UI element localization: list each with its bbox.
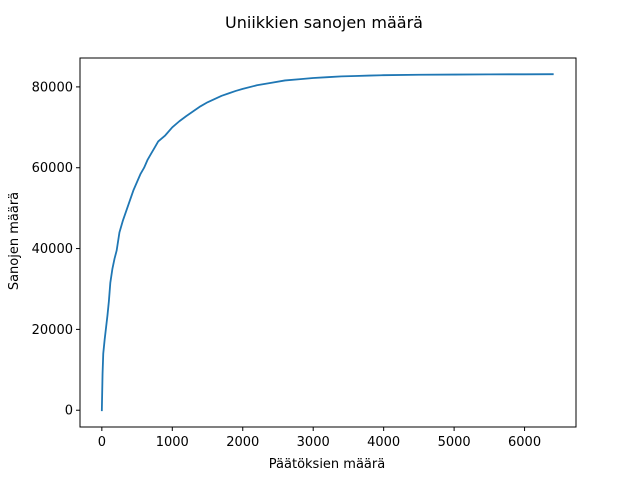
y-tick-label: 80000	[32, 80, 73, 95]
x-tick-label: 3000	[297, 435, 330, 450]
y-tick-label: 0	[65, 404, 73, 419]
series-line-0	[100, 73, 554, 412]
x-tick-label: 0	[98, 435, 106, 450]
axes-frame	[79, 57, 577, 428]
x-axis-label: Päätöksien määrä	[269, 457, 385, 472]
x-tick-label: 4000	[367, 435, 400, 450]
x-tick-label: 2000	[226, 435, 259, 450]
x-tick-label: 6000	[508, 435, 541, 450]
x-tick-label: 5000	[438, 435, 471, 450]
y-axis-label: Sanojen määrä	[7, 192, 22, 290]
y-tick-label: 40000	[32, 242, 73, 257]
y-tick-label: 60000	[32, 161, 73, 176]
y-tick-label: 20000	[32, 323, 73, 338]
chart-title: Uniikkien sanojen määrä	[225, 13, 423, 32]
x-tick-label: 1000	[156, 435, 189, 450]
